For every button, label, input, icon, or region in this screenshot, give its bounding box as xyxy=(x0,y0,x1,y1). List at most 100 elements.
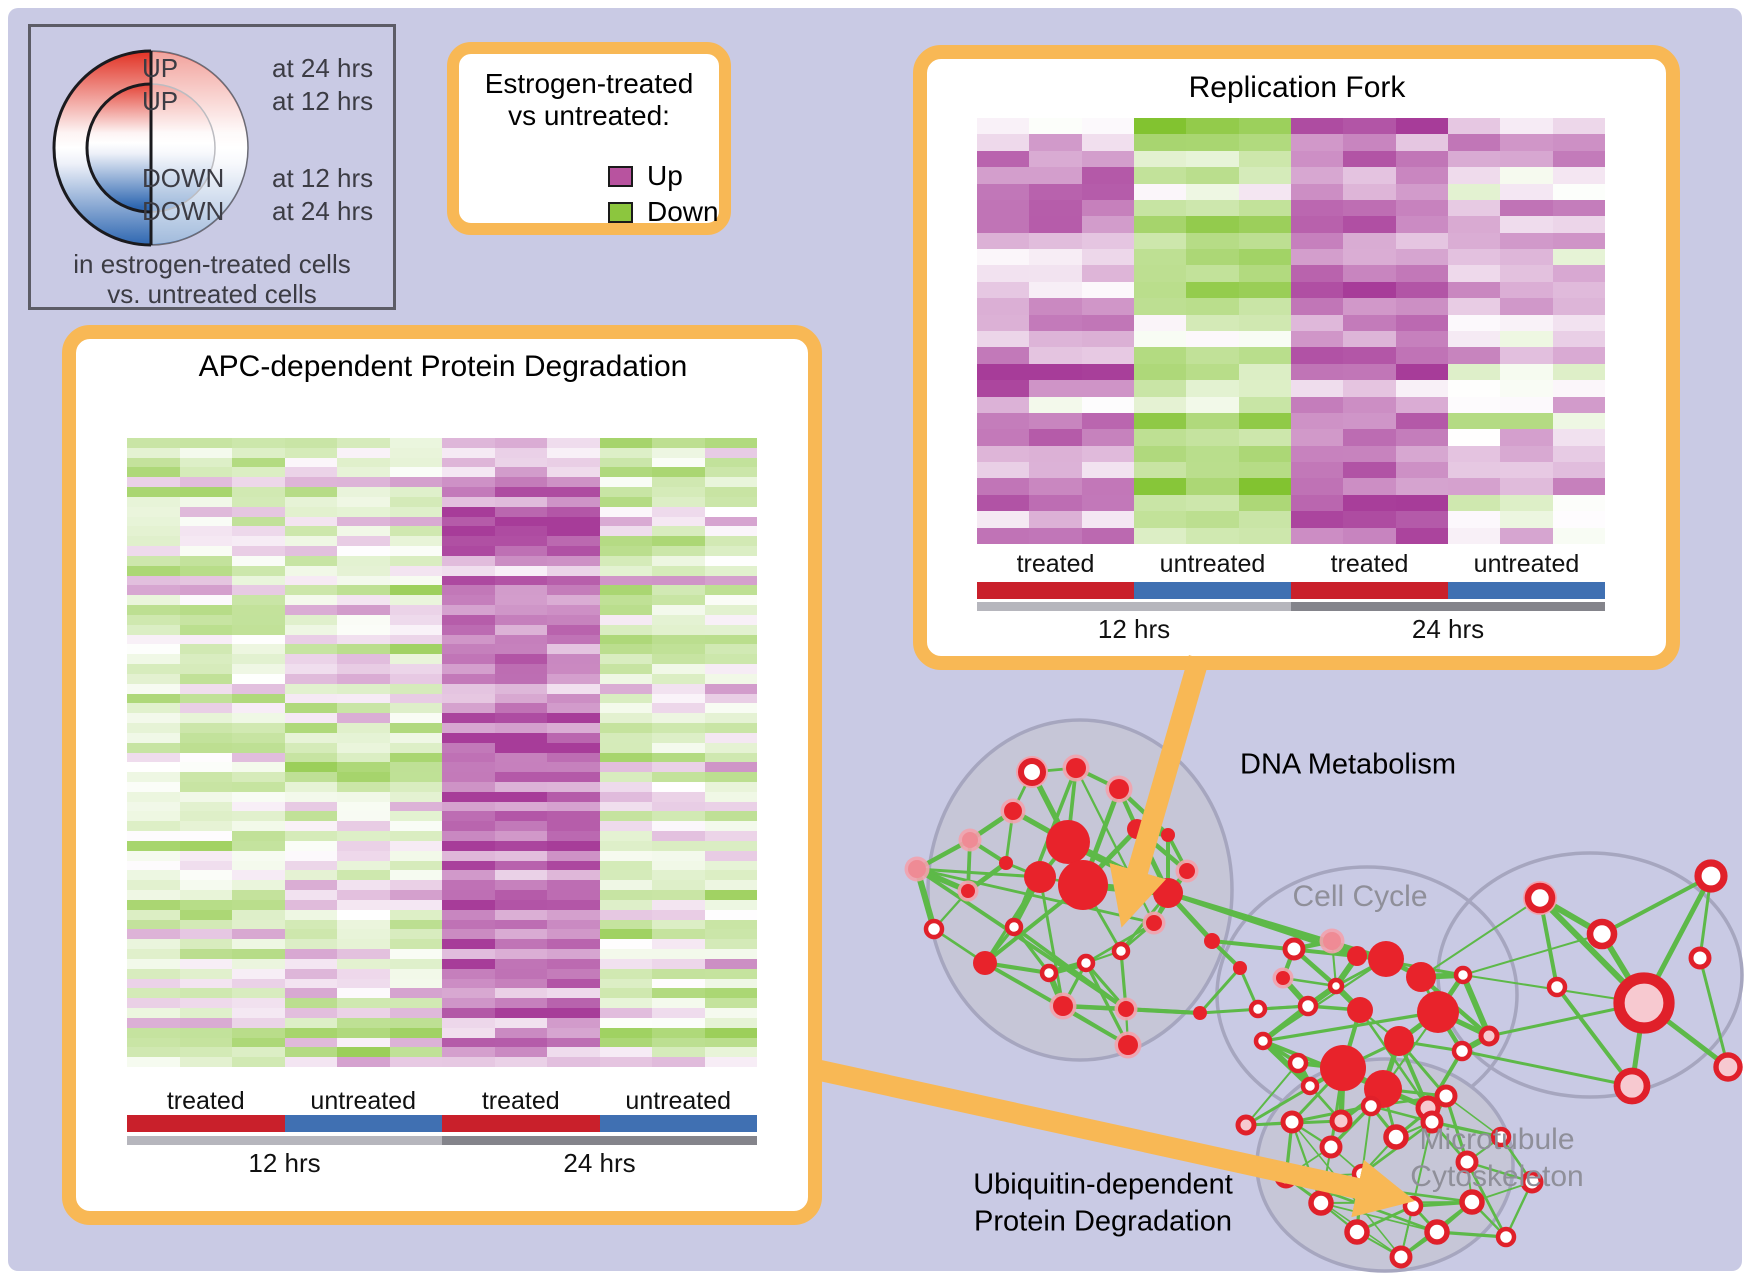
heatmap-cell xyxy=(1133,232,1187,250)
heatmap-cell xyxy=(977,314,1030,331)
heatmap-cell xyxy=(494,457,547,468)
heatmap-cell xyxy=(1290,445,1344,463)
heatmap-cell xyxy=(652,654,705,665)
heatmap-cell xyxy=(1133,380,1187,397)
heatmap-cell xyxy=(1081,199,1134,217)
heatmap-cell xyxy=(232,595,285,606)
heatmap-cell xyxy=(127,536,180,547)
heatmap-cell xyxy=(442,664,495,674)
heatmap-cell xyxy=(1238,494,1291,512)
heatmap-cell xyxy=(599,654,652,665)
heatmap-cell xyxy=(337,506,390,517)
heatmap-cell xyxy=(547,919,600,930)
heatmap-cell xyxy=(494,565,547,576)
heatmap-cell xyxy=(1343,412,1396,430)
heatmap-cell xyxy=(1447,183,1501,200)
heatmap-cell xyxy=(337,713,390,724)
heatmap-cell xyxy=(547,723,600,733)
heatmap-cell xyxy=(127,732,180,743)
heatmap-cell xyxy=(652,477,705,488)
heatmap-cell xyxy=(599,713,652,724)
updown-direction-label: DOWN xyxy=(142,196,225,226)
heatmap-cell xyxy=(1238,412,1291,430)
heatmap-cell xyxy=(652,958,705,969)
heatmap-cell xyxy=(389,840,442,851)
heatmap-cell xyxy=(442,546,495,556)
heatmap-cell xyxy=(337,565,390,576)
heatmap-cell xyxy=(1552,527,1605,544)
heatmap-cell xyxy=(284,506,337,517)
heatmap-cell xyxy=(599,968,652,979)
heatmap-cell xyxy=(284,565,337,576)
heatmap-cell xyxy=(442,654,495,665)
heatmap-cell xyxy=(1290,167,1344,184)
heatmap-cell xyxy=(1081,150,1134,168)
heatmap-cell xyxy=(599,978,652,989)
heatmap-cell xyxy=(442,781,495,792)
heatmap-cell xyxy=(337,998,390,1009)
heatmap-cell xyxy=(652,1057,705,1067)
heatmap-cell xyxy=(442,909,495,920)
heatmap-cell xyxy=(179,487,232,497)
group-label: treated xyxy=(1330,550,1409,578)
heatmap-cell xyxy=(1133,150,1187,168)
heatmap-cell xyxy=(1552,314,1605,331)
heatmap-cell xyxy=(704,713,757,724)
heatmap-cell xyxy=(127,919,180,930)
heatmap-cell xyxy=(337,683,390,694)
heatmap-cell xyxy=(284,929,337,940)
updown-ring-legend: UP at 24 hrs UP at 12 hrs DOWN at 12 hrs… xyxy=(28,24,396,310)
heatmap-cell xyxy=(704,978,757,989)
heatmap-cell xyxy=(704,683,757,694)
heatmap-cell xyxy=(1500,445,1553,463)
heatmap-cell xyxy=(284,496,337,507)
heatmap-cell xyxy=(547,949,600,959)
heatmap-cell xyxy=(232,624,285,635)
heatmap-cell xyxy=(442,496,495,507)
heatmap-cell xyxy=(1500,478,1553,495)
heatmap-cell xyxy=(284,536,337,547)
heatmap-cell xyxy=(704,487,757,497)
heatmap-cell xyxy=(547,506,600,517)
heatmap-cell xyxy=(127,1057,180,1067)
inner-left-arc xyxy=(85,82,152,214)
heatmap-cell xyxy=(284,644,337,655)
heatmap-cell xyxy=(442,890,495,900)
heatmap-cell xyxy=(494,939,547,950)
heatmap-cell xyxy=(1029,134,1082,151)
heatmap-cell xyxy=(704,752,757,763)
heatmap-cell xyxy=(1238,134,1291,151)
heatmap-cell xyxy=(1029,511,1082,528)
heatmap-cell xyxy=(1290,412,1344,430)
heatmap-cell xyxy=(232,575,285,586)
heatmap-cell xyxy=(652,634,705,645)
heatmap-cell xyxy=(704,821,757,832)
heatmap-cell xyxy=(1395,462,1448,479)
estrogen-legend-title: Estrogen-treated vs untreated: xyxy=(459,68,719,132)
heatmap-cell xyxy=(284,546,337,556)
heatmap-cell xyxy=(284,1057,337,1067)
heatmap-cell xyxy=(337,664,390,674)
heatmap-cell xyxy=(1133,429,1187,446)
heatmap-cell xyxy=(599,1047,652,1058)
time-label-12hrs: 12 hrs xyxy=(248,1148,321,1178)
heatmap-cell xyxy=(232,840,285,851)
heatmap-cell xyxy=(704,840,757,851)
heatmap-cell xyxy=(337,860,390,871)
heatmap-cell xyxy=(337,919,390,930)
heatmap-cell xyxy=(652,565,705,576)
heatmap-cell xyxy=(1029,118,1082,135)
heatmap-cell xyxy=(127,634,180,645)
heatmap-cell xyxy=(652,929,705,940)
heatmap-cell xyxy=(599,801,652,812)
heatmap-cell xyxy=(284,457,337,468)
heatmap-cell xyxy=(284,909,337,920)
heatmap-cell xyxy=(494,791,547,802)
heatmap-cell xyxy=(652,467,705,478)
heatmap-cell xyxy=(284,467,337,478)
heatmap-cell xyxy=(232,909,285,920)
heatmap-cell xyxy=(284,850,337,861)
heatmap-cell xyxy=(599,644,652,655)
heatmap-cell xyxy=(1029,281,1082,299)
heatmap-cell xyxy=(652,526,705,537)
